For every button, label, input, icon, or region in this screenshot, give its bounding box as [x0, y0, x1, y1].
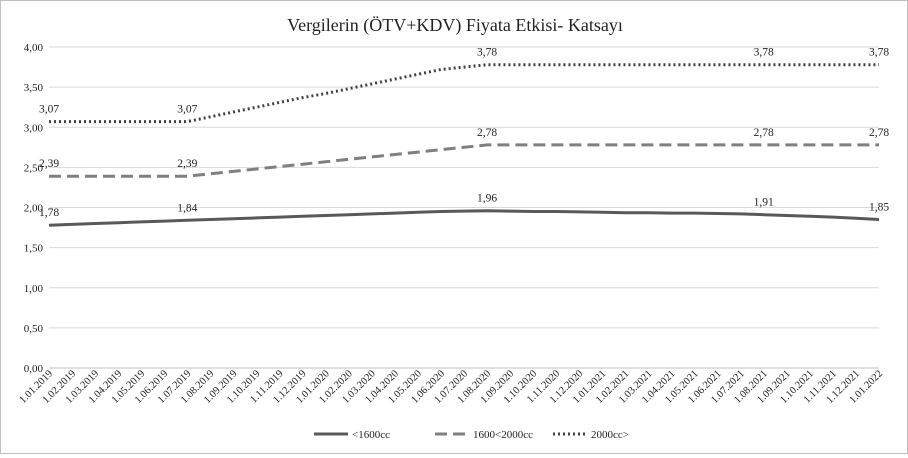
data-label: 2,39	[39, 158, 59, 170]
data-label: 2,39	[177, 158, 197, 170]
legend-entry: 2000cc>	[591, 429, 629, 441]
series-line	[48, 209, 880, 227]
data-label: 1,78	[39, 207, 59, 219]
y-tick-label: 4,00	[24, 42, 44, 54]
y-tick-label: 1,00	[24, 283, 44, 295]
y-tick-label: 0,00	[24, 363, 44, 375]
legend-entry: 1600<2000cc	[473, 429, 533, 441]
chart-title: Vergilerin (ÖTV+KDV) Fiyata Etkisi- Kats…	[287, 15, 623, 36]
series-group	[48, 63, 880, 227]
data-label: 3,78	[869, 47, 889, 59]
data-label: 1,96	[477, 193, 497, 205]
y-axis: 0,00 0,50 1,00 1,50 2,00 2,50 3,00 3,50 4,00	[24, 42, 44, 375]
data-label: 1,91	[754, 197, 774, 209]
y-tick-label: 0,50	[24, 323, 44, 335]
data-label: 3,07	[177, 104, 197, 116]
y-tick-label: 3,50	[24, 82, 44, 94]
data-label: 3,78	[477, 47, 497, 59]
y-tick-label: 2,50	[24, 162, 44, 174]
series-line	[49, 63, 879, 124]
data-label: 2,78	[477, 127, 497, 139]
grid-lines	[49, 46, 879, 369]
data-label: 3,07	[39, 104, 59, 116]
data-label: 1,84	[177, 202, 197, 214]
data-labels: 1,78 1,84 1,96 1,91 1,85 2,39 2,39 2,78 2,78 2,78…	[39, 47, 889, 220]
data-label: 1,85	[869, 202, 889, 214]
y-tick-label: 1,50	[24, 243, 44, 255]
data-label: 3,78	[754, 47, 774, 59]
series-line	[49, 143, 879, 178]
legend-entry: <1600cc	[352, 429, 390, 441]
x-axis: 1.01.20191.02.20191.03.20191.04.20191.05…	[18, 368, 885, 405]
y-tick-label: 3,00	[24, 122, 44, 134]
y-tick-label: 2,00	[24, 203, 44, 215]
legend: <1600cc 1600<2000cc 2000cc>	[314, 429, 629, 441]
data-label: 2,78	[754, 127, 774, 139]
data-label: 2,78	[869, 127, 889, 139]
